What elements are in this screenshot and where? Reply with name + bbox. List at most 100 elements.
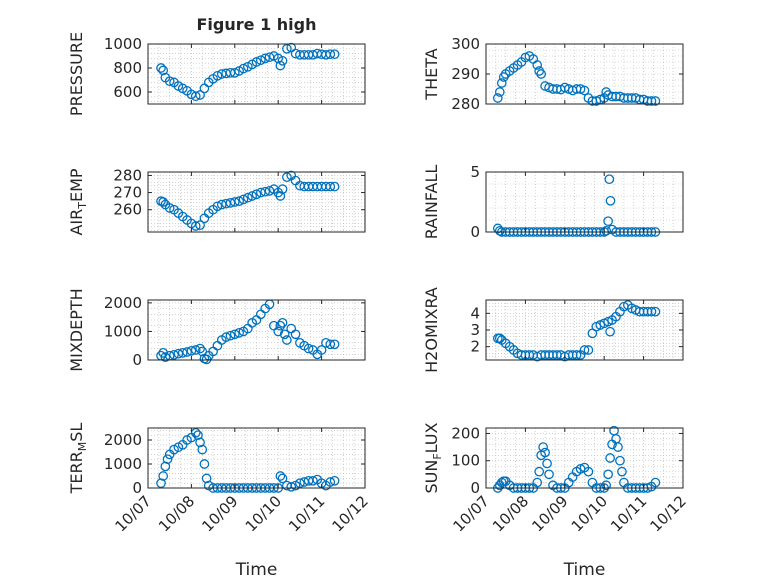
data-point	[617, 466, 627, 477]
data-point	[605, 326, 615, 337]
y-tick-label: 2000	[104, 294, 142, 312]
data-point	[193, 430, 203, 441]
y-axis-label: AIRTEMP	[67, 168, 89, 235]
data-point	[282, 335, 292, 345]
x-tick-label: 10/07	[112, 492, 155, 535]
y-tick-label: 300	[451, 35, 480, 53]
data-point	[273, 326, 284, 337]
data-point	[164, 203, 175, 213]
data-point	[158, 65, 169, 76]
data-point	[275, 320, 286, 331]
data-point	[169, 350, 179, 360]
data-point	[229, 67, 240, 78]
data-point	[308, 475, 318, 486]
y-tick-label: 5	[470, 163, 480, 181]
data-point	[275, 191, 286, 201]
subplot-theta: 280 290 300 THETA	[422, 35, 684, 113]
data-point	[494, 333, 505, 344]
x-axis-label: Time	[563, 560, 606, 580]
data-point	[160, 352, 171, 362]
x-tick-label: 10/09	[528, 492, 571, 535]
data-point	[492, 93, 503, 103]
data-point	[195, 343, 205, 354]
data-point	[650, 96, 661, 106]
data-series	[156, 299, 340, 365]
y-tick-label: 270	[113, 184, 142, 202]
data-point	[571, 350, 582, 360]
data-point	[603, 216, 613, 227]
data-point	[646, 96, 657, 106]
subplot-pressure: 600 800 1000 PRESSURE Figure 1 high	[67, 15, 366, 116]
x-tick-label: 10/07	[450, 492, 493, 535]
data-point	[197, 444, 208, 455]
data-point	[646, 306, 657, 317]
data-point	[534, 66, 545, 76]
data-point	[601, 225, 612, 236]
y-tick-label: 1000	[104, 455, 142, 473]
x-tick-label: 10/12	[647, 492, 690, 535]
data-point	[238, 63, 249, 74]
data-point	[603, 469, 613, 480]
data-point	[583, 466, 594, 477]
data-point	[182, 347, 192, 357]
data-point	[316, 345, 327, 355]
y-tick-label: 200	[451, 424, 480, 442]
y-axis-label: SUNFLUX	[422, 422, 444, 493]
x-tick-label: 10/11	[285, 492, 328, 535]
data-point	[329, 181, 340, 192]
y-axis-label: MIXDEPTH	[67, 288, 86, 371]
axes-box	[485, 171, 684, 233]
data-point	[613, 442, 623, 452]
data-point	[498, 72, 509, 82]
data-point	[221, 332, 231, 342]
data-point	[238, 194, 249, 205]
x-tick-label: 10/08	[489, 492, 532, 535]
data-point	[329, 339, 340, 350]
y-tick-label: 1000	[104, 322, 142, 340]
data-point	[303, 343, 314, 354]
data-point	[494, 87, 505, 97]
data-point	[234, 328, 244, 338]
y-tick-label: 3	[470, 321, 480, 339]
data-point	[532, 60, 543, 70]
data-point	[275, 60, 286, 71]
data-point	[277, 473, 288, 484]
data-point	[325, 339, 336, 350]
y-axis-label: RAINFALL	[422, 165, 441, 240]
data-point	[604, 174, 615, 185]
data-point	[186, 346, 197, 356]
data-point	[615, 455, 625, 466]
data-point	[536, 69, 547, 79]
data-series	[156, 170, 340, 231]
y-tick-label: 0	[470, 223, 480, 241]
data-point	[158, 197, 169, 207]
x-axis-label: Time	[235, 560, 278, 580]
data-point	[190, 427, 201, 438]
data-point	[295, 478, 305, 489]
data-point	[195, 220, 205, 230]
subplot-mixdepth: 0 1000 2000 MIXDEPTH	[67, 288, 366, 372]
data-point	[260, 186, 271, 197]
subplot-rainfall: 0 5 RAINFALL	[422, 163, 684, 241]
axes-box	[147, 427, 366, 489]
y-tick-label: 2000	[104, 431, 142, 449]
data-point	[579, 85, 590, 96]
data-point	[532, 477, 543, 488]
y-tick-label: 0	[470, 479, 480, 497]
data-point	[195, 437, 205, 448]
data-point	[540, 447, 550, 458]
data-point	[229, 329, 240, 340]
data-point	[279, 329, 290, 340]
axes-box	[147, 43, 366, 105]
axes-box	[147, 299, 366, 361]
data-point	[494, 225, 505, 236]
data-point	[199, 459, 210, 469]
y-axis-label: H2OMIXRA	[422, 287, 441, 373]
y-tick-label: 1000	[104, 35, 142, 53]
data-point	[579, 345, 590, 355]
y-tick-label: 100	[451, 452, 480, 470]
data-series	[492, 300, 661, 362]
data-point	[201, 473, 212, 484]
y-tick-label: 260	[113, 201, 142, 219]
